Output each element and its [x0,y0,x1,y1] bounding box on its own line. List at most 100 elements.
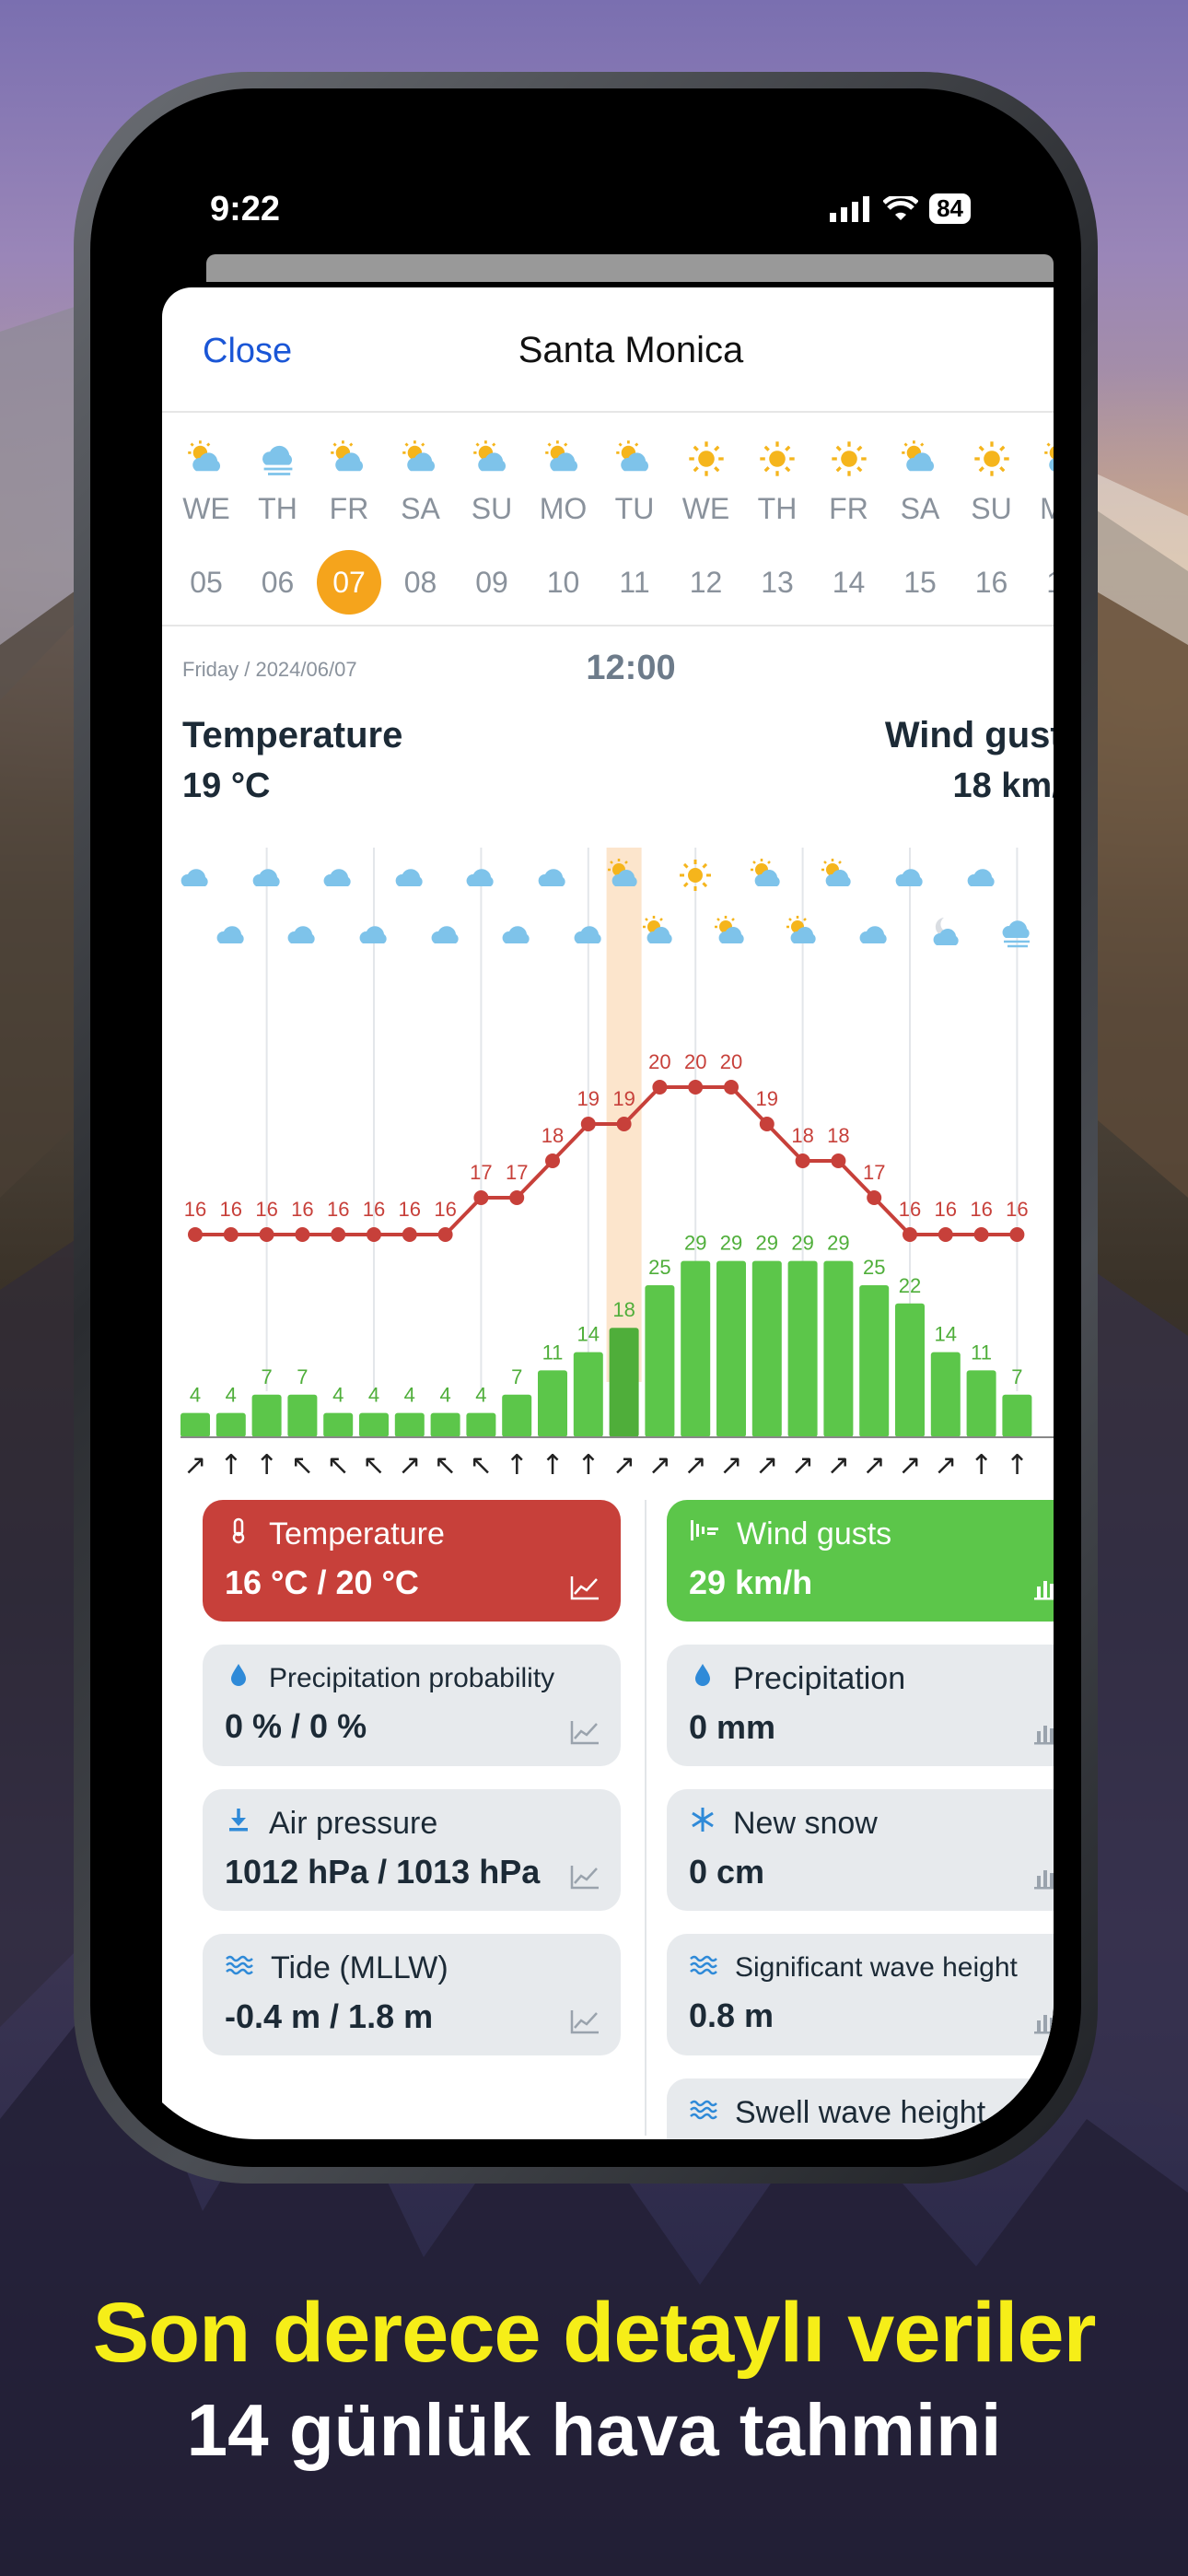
wind-direction-arrow: ↗ [898,1449,921,1481]
precipitation-card[interactable]: Precipitation 0 mm [667,1645,1054,1766]
cloud-fog-icon [1002,920,1031,948]
wind-gust-bar [895,1303,925,1437]
sun-icon [957,431,1027,486]
day-mc-17[interactable]: MC 17 [1028,413,1054,615]
wind-gust-data-label: 4 [190,1384,201,1407]
cloud-icon [538,869,565,886]
wind-gust-bar [538,1370,567,1437]
temperature-point [259,1227,274,1242]
line-chart-icon[interactable] [569,1863,600,1891]
cloud-fog-icon [243,431,313,486]
card-label: Precipitation probability [269,1663,555,1693]
wind-direction-arrow: ↑ [970,1449,993,1481]
line-chart-icon[interactable] [569,2008,600,2035]
temperature-card[interactable]: Temperature 16 °C / 20 °C [203,1500,621,1622]
temperature-data-label: 16 [363,1198,385,1221]
significant-wave-height-card[interactable]: Significant wave height 0.8 m [667,1934,1054,2055]
day-weekday: TU [614,492,655,525]
hourly-chart[interactable]: 16 16 16 16 16 16 16 16 17 17 18 19 19 20 20 20 19 18 18 17… [162,848,1054,1493]
day-weekday: MC [1040,492,1054,525]
day-fr-07[interactable]: FR 07 [314,413,384,615]
tide-mllw-card[interactable]: Tide (MLLW) -0.4 m / 1.8 m [203,1934,621,2055]
day-fr-14[interactable]: FR 14 [814,413,884,615]
temperature-point [509,1190,525,1205]
day-number: 08 [403,566,437,599]
card-value: 0 % / 0 % [225,1707,367,1745]
selected-date: Friday / 2024/06/07 [182,658,357,681]
temperature-point [831,1153,846,1168]
precipitation-probability-card[interactable]: Precipitation probability 0 % / 0 % [203,1645,621,1766]
temperature-data-label: 16 [327,1198,349,1221]
detail-panel: Friday / 2024/06/07 12:00 Temperature 19… [162,626,1054,1481]
wind-bars-icon [689,1516,720,1552]
wind-gust-data-label: 29 [827,1232,849,1255]
temperature-data-label: 19 [756,1087,778,1110]
bar-chart-icon[interactable] [1033,1863,1054,1891]
wind-gust-data-label: 4 [404,1384,415,1407]
line-chart-icon[interactable] [569,1718,600,1746]
bar-chart-icon[interactable] [1033,2008,1054,2035]
card-value: -0.4 m / 1.8 m [225,1997,434,2035]
temperature-point [616,1117,632,1131]
wind-gust-data-label: 4 [368,1384,379,1407]
temperature-point [223,1227,239,1242]
wind-gust-bar [251,1394,282,1437]
day-su-09[interactable]: SU 09 [457,413,527,615]
day-weekday: SU [471,492,513,525]
wind-gust-data-label: 7 [511,1365,522,1388]
wind-gust-bar [751,1260,782,1437]
wind-gust-data-label: 7 [297,1365,308,1388]
sun-icon [814,431,884,486]
card-value: 0 cm [689,1853,765,1891]
air-pressure-card[interactable]: Air pressure 1012 hPa / 1013 hPa [203,1789,621,1911]
day-we-12[interactable]: WE 12 [671,413,741,615]
wind-direction-arrow: ↗ [934,1449,957,1481]
card-value: 1012 hPa / 1013 hPa [225,1853,541,1891]
card-label: Wind gusts [737,1516,892,1551]
close-button[interactable]: Close [203,332,293,370]
wind-direction-arrow: ↗ [398,1449,421,1481]
day-th-13[interactable]: TH 13 [742,413,812,615]
sub-caption: 14 günlük hava tahmini [186,2389,1002,2471]
wifi-icon [883,195,919,220]
day-sa-08[interactable]: SA 08 [386,413,456,615]
cloud-icon [502,926,530,943]
new-snow-card[interactable]: New snow 0 cm [667,1789,1054,1911]
wind-gust-data-label: 29 [756,1232,778,1255]
wind-gust-bar [1002,1394,1032,1437]
wind-direction-arrow: ↖ [327,1449,350,1481]
swell-wave-height-card[interactable]: Swell wave height [667,2078,1054,2139]
status-bar: 9:22 84 [118,116,1054,254]
card-value: 29 km/h [689,1563,813,1601]
wind-gusts-card[interactable]: Wind gusts 29 km/h [667,1500,1054,1622]
sun-cloud-icon [821,859,852,886]
wind-gust-data-label: 7 [261,1365,272,1388]
wind-direction-arrow: ↑ [506,1449,529,1481]
headline-caption: Son derece detaylı veriler [92,2286,1097,2380]
wind-gust-data-label: 4 [226,1384,237,1407]
day-th-06[interactable]: TH 06 [243,413,313,615]
temperature-point [867,1190,882,1205]
sun-cloud-icon [715,916,744,943]
temperature-point [402,1227,417,1242]
wind-gust-data-label: 18 [612,1298,635,1321]
bar-chart-icon[interactable] [1033,1718,1054,1746]
bar-chart-icon[interactable] [1033,1574,1054,1601]
wind-gust-bar [430,1412,460,1437]
temperature-data-label: 19 [577,1087,600,1110]
day-sa-15[interactable]: SA 15 [885,413,955,615]
temperature-point [795,1153,810,1168]
day-mo-10[interactable]: MO 10 [529,413,599,615]
line-chart-icon[interactable] [569,1574,600,1601]
day-we-05[interactable]: WE 05 [171,413,241,615]
temperature-data-label: 16 [434,1198,456,1221]
temperature-point [688,1080,704,1095]
wind-gust-data-label: 29 [791,1232,813,1255]
temperature-data-label: 17 [863,1161,885,1184]
phone-bezel: 9:22 84 Close [90,88,1081,2167]
temperature-data-label: 20 [684,1050,706,1073]
cloud-icon [181,869,208,886]
day-number: 15 [903,566,937,599]
day-su-16[interactable]: SU 16 [957,413,1027,615]
day-tu-11[interactable]: TU 11 [600,413,670,615]
